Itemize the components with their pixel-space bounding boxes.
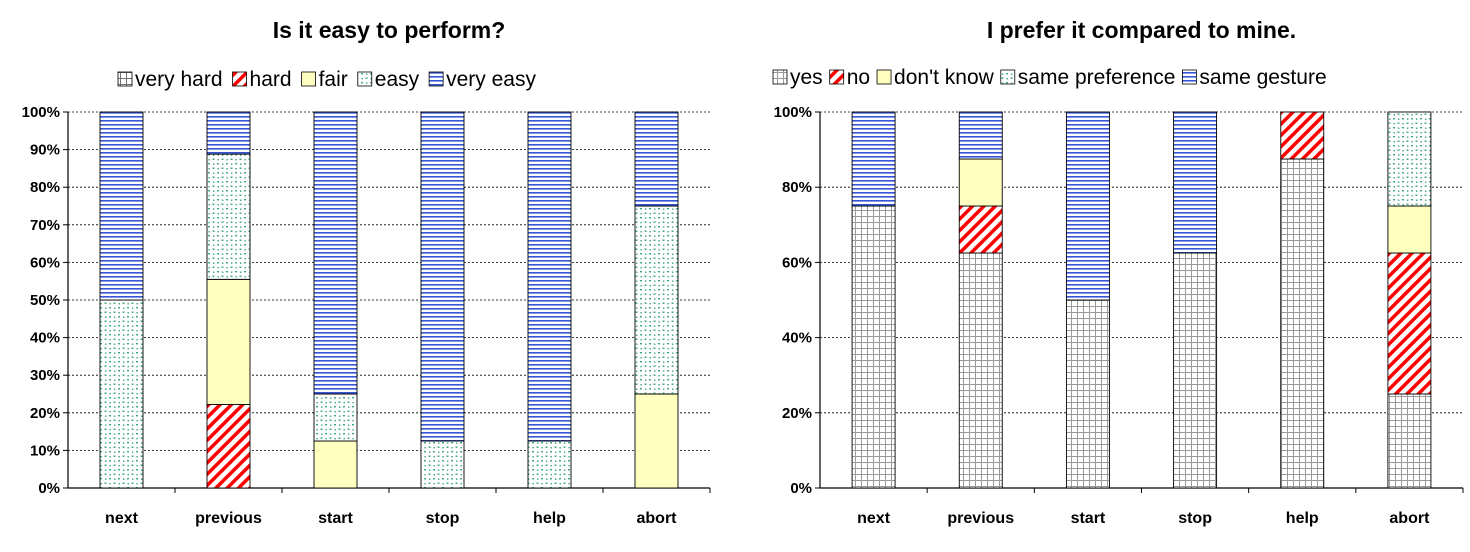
legend-swatch-easy bbox=[357, 71, 373, 87]
y-tick-label: 100% bbox=[22, 104, 60, 121]
x-tick-label-previous: previous bbox=[195, 510, 262, 527]
legend-swatch-fair bbox=[301, 71, 316, 87]
y-tick-label: 40% bbox=[30, 330, 60, 347]
bar-segment-abort-no bbox=[1387, 252, 1432, 395]
y-tick-label: 10% bbox=[30, 442, 60, 459]
legend-label-don-t-know: don't know bbox=[894, 66, 995, 89]
x-tick-label-stop: stop bbox=[426, 510, 460, 527]
y-tick-label: 40% bbox=[782, 330, 812, 347]
bar-segment-start-yes bbox=[1065, 299, 1110, 489]
legend-swatch-yes bbox=[772, 69, 788, 85]
x-tick-label-stop: stop bbox=[1178, 510, 1212, 527]
legend-label-very-easy: very easy bbox=[446, 68, 536, 91]
bar-segment-abort-same-preference bbox=[1387, 111, 1432, 207]
chart-preference-comparison: I prefer it compared to mine. yes no don't … bbox=[735, 0, 1470, 552]
bar-segment-stop-same-gesture bbox=[1173, 111, 1218, 254]
y-tick-label: 70% bbox=[30, 217, 60, 234]
bar-segment-previous-don-t-know bbox=[958, 158, 1003, 207]
legend-item-very-hard: very hard bbox=[117, 68, 223, 91]
legend-item-don-t-know: don't know bbox=[876, 66, 995, 89]
chart-title: I prefer it compared to mine. bbox=[987, 17, 1296, 43]
bar-segment-previous-very-easy bbox=[206, 111, 251, 155]
y-tick-label: 20% bbox=[30, 405, 60, 422]
legend-item-same-preference: same preference bbox=[1000, 66, 1176, 89]
chart-ease-svg: Is it easy to perform? very hard hard fair e… bbox=[22, 17, 711, 527]
legend-label-easy: easy bbox=[375, 68, 420, 91]
y-tick-label: 50% bbox=[30, 292, 60, 309]
x-tick-label-start: start bbox=[1071, 510, 1106, 527]
bar-segment-help-very-easy bbox=[527, 111, 572, 442]
y-tick-label: 60% bbox=[782, 254, 812, 271]
legend-swatch-hard bbox=[232, 71, 247, 87]
legend-label-fair: fair bbox=[319, 68, 348, 91]
legend-swatch-don-t-know bbox=[876, 69, 892, 85]
bar-segment-previous-same-gesture bbox=[958, 111, 1003, 160]
bar-segment-previous-fair bbox=[206, 278, 251, 405]
legend-item-easy: easy bbox=[357, 68, 420, 91]
bar-segment-stop-yes bbox=[1173, 252, 1218, 489]
legend-label-same-gesture: same gesture bbox=[1199, 66, 1326, 89]
legend-item-fair: fair bbox=[301, 68, 348, 91]
legend-swatch-same-preference bbox=[1000, 69, 1016, 85]
bar-segment-abort-very-easy bbox=[634, 111, 679, 207]
legend-swatch-very-easy bbox=[428, 71, 444, 87]
y-tick-label: 0% bbox=[38, 480, 60, 497]
legend-label-very-hard: very hard bbox=[135, 68, 223, 91]
chart-preference-svg: I prefer it compared to mine. yes no don't … bbox=[772, 17, 1464, 527]
bar-segment-next-yes bbox=[851, 205, 896, 489]
x-tick-label-abort: abort bbox=[1389, 510, 1430, 527]
legend-label-no: no bbox=[847, 66, 870, 89]
legend-item-no: no bbox=[829, 66, 870, 89]
bar-segment-start-same-gesture bbox=[1065, 111, 1110, 301]
bar-segment-abort-fair bbox=[634, 393, 679, 489]
y-tick-label: 80% bbox=[782, 179, 812, 196]
bar-segment-start-fair bbox=[313, 440, 358, 489]
bar-segment-next-very-easy bbox=[99, 111, 144, 301]
x-tick-label-start: start bbox=[318, 510, 353, 527]
y-tick-label: 60% bbox=[30, 254, 60, 271]
bar-segment-abort-yes bbox=[1387, 393, 1432, 489]
bar-segment-help-easy bbox=[527, 440, 572, 489]
bar-segment-previous-hard bbox=[206, 404, 251, 489]
bar-segment-previous-yes bbox=[958, 252, 1003, 489]
bar-segment-next-easy bbox=[99, 299, 144, 489]
legend-swatch-no bbox=[829, 69, 845, 85]
bar-segment-next-same-gesture bbox=[851, 111, 896, 207]
legend-label-yes: yes bbox=[790, 66, 823, 89]
legend-label-hard: hard bbox=[250, 68, 292, 91]
y-tick-label: 80% bbox=[30, 179, 60, 196]
legend-item-hard: hard bbox=[232, 68, 292, 91]
bar-segment-abort-don-t-know bbox=[1387, 205, 1432, 254]
chart-ease-of-performance: Is it easy to perform? very hard hard fair e… bbox=[22, 17, 711, 527]
chart-title: Is it easy to perform? bbox=[273, 17, 506, 43]
x-tick-label-next: next bbox=[857, 510, 891, 527]
bar-segment-start-very-easy bbox=[313, 111, 358, 395]
bar-segment-previous-no bbox=[958, 205, 1003, 254]
bar-segment-stop-very-easy bbox=[420, 111, 465, 442]
x-tick-label-help: help bbox=[1286, 510, 1319, 527]
legend-swatch-very-hard bbox=[117, 71, 133, 87]
bar-segment-start-easy bbox=[313, 393, 358, 442]
legend-item-yes: yes bbox=[772, 66, 823, 89]
y-tick-label: 20% bbox=[782, 405, 812, 422]
legend-label-same-preference: same preference bbox=[1018, 66, 1176, 89]
legend-item-same-gesture: same gesture bbox=[1181, 66, 1327, 89]
bar-segment-previous-easy bbox=[206, 153, 251, 280]
y-tick-label: 90% bbox=[30, 142, 60, 159]
y-tick-label: 0% bbox=[790, 480, 812, 497]
bar-segment-stop-easy bbox=[420, 440, 465, 489]
x-tick-label-help: help bbox=[533, 510, 566, 527]
legend-item-very-easy: very easy bbox=[428, 68, 536, 91]
y-tick-label: 30% bbox=[30, 367, 60, 384]
bar-segment-help-yes bbox=[1280, 158, 1325, 489]
y-tick-label: 100% bbox=[774, 104, 812, 121]
bar-segment-abort-easy bbox=[634, 205, 679, 395]
x-tick-label-next: next bbox=[105, 510, 139, 527]
legend-swatch-same-gesture bbox=[1181, 69, 1197, 85]
x-tick-label-abort: abort bbox=[637, 510, 678, 527]
x-tick-label-previous: previous bbox=[947, 510, 1014, 527]
bar-segment-help-no bbox=[1280, 111, 1325, 160]
